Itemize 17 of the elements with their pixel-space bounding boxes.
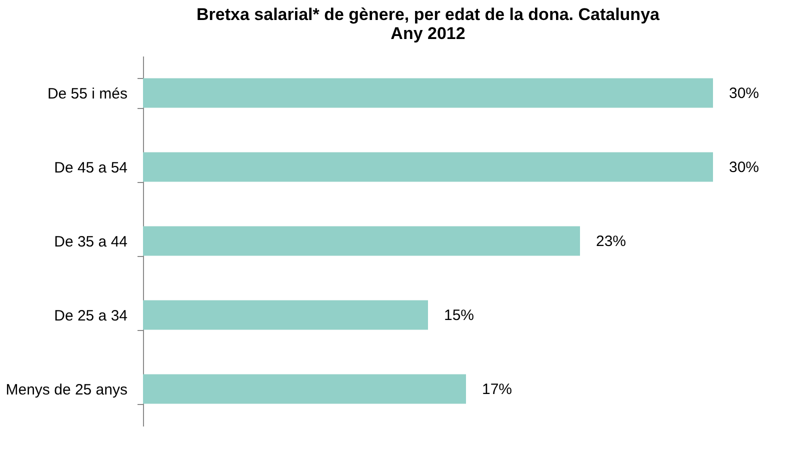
y-tick-label: De 45 a 54 (54, 160, 128, 176)
data-label: 15% (444, 307, 474, 324)
bar (143, 152, 713, 182)
bar (143, 300, 428, 330)
data-label: 30% (729, 85, 760, 102)
bar (143, 78, 713, 108)
chart-title: Bretxa salarial* de gènere, per edat de la dona. Catalunya (196, 5, 660, 24)
data-label: 17% (482, 381, 512, 398)
y-tick-label: De 35 a 44 (54, 234, 128, 250)
bar (143, 374, 466, 404)
data-label: 30% (729, 159, 760, 176)
y-tick-label: De 55 i més (47, 86, 128, 102)
bar (143, 226, 580, 256)
chart-subtitle: Any 2012 (390, 24, 466, 43)
data-label: 23% (596, 233, 626, 250)
y-tick-label: De 25 a 34 (54, 308, 128, 324)
y-tick-label: Menys de 25 anys (6, 382, 128, 398)
